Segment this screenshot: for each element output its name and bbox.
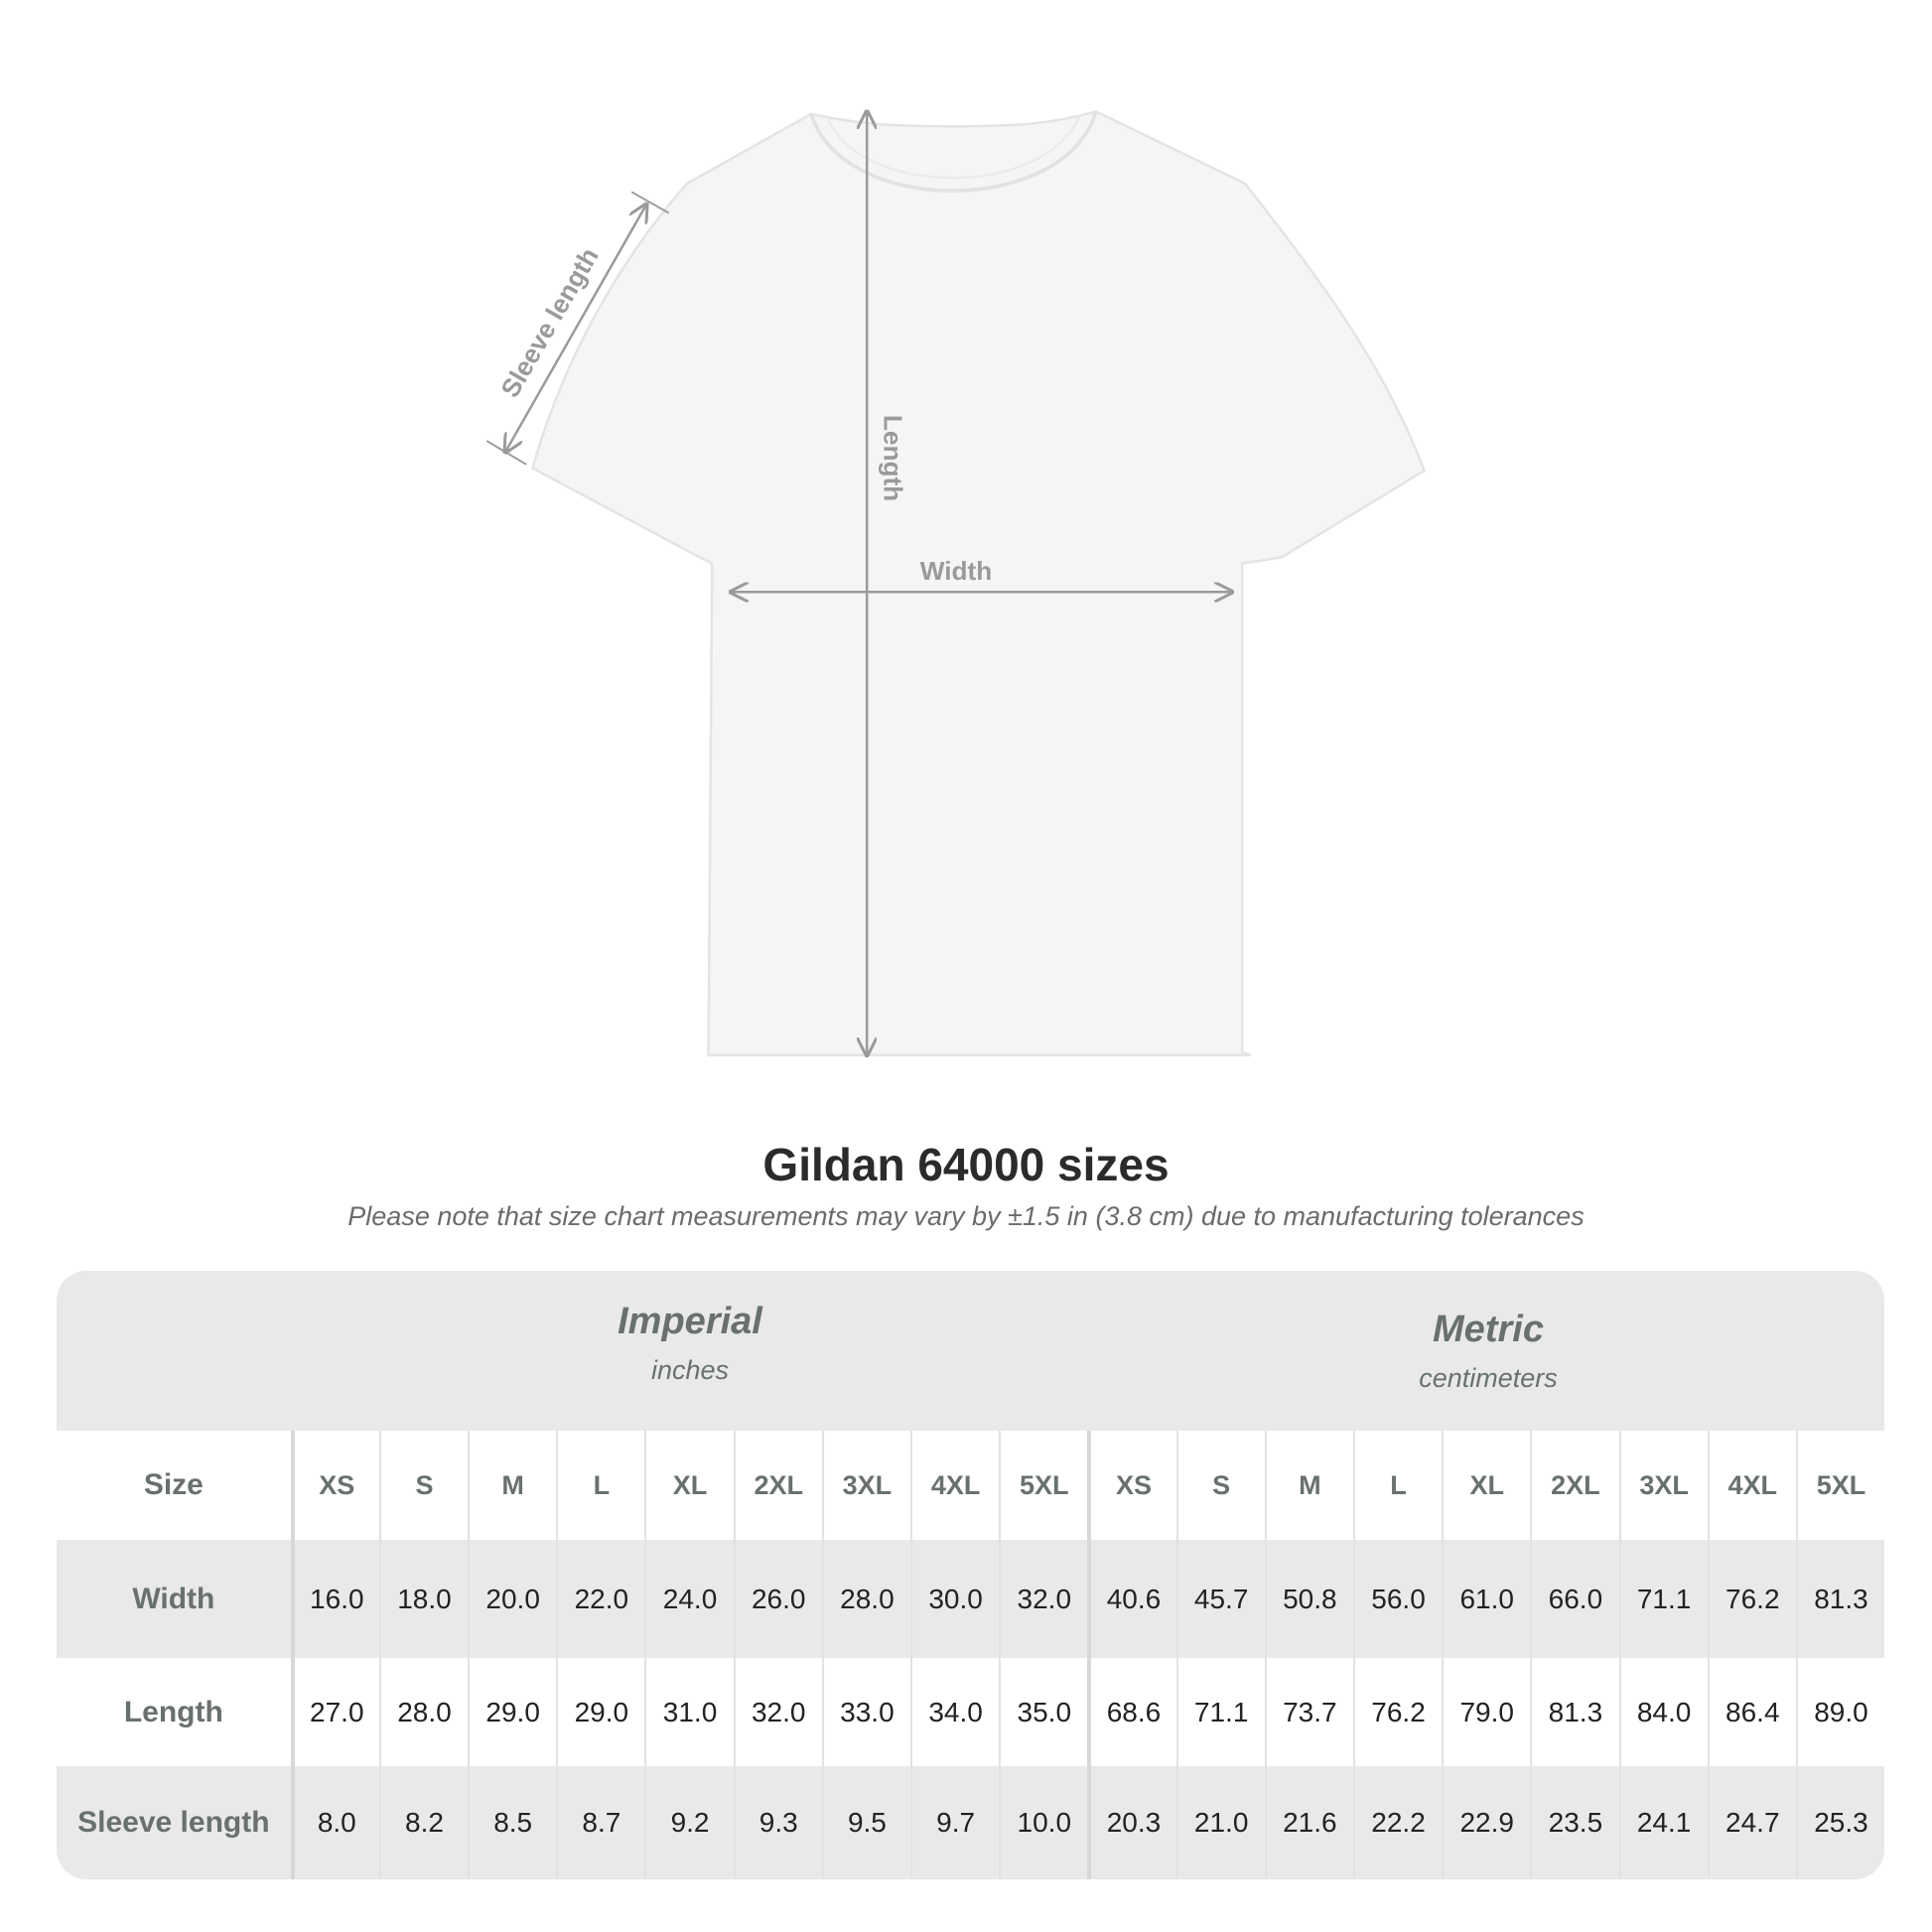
size-header-cell: XS bbox=[290, 1431, 379, 1540]
value-cell: 16.0 bbox=[290, 1540, 379, 1658]
value-cell: 23.5 bbox=[1530, 1766, 1618, 1879]
sleeve-arrow bbox=[505, 205, 646, 452]
value-cell: 81.3 bbox=[1795, 1540, 1884, 1658]
size-header-cell: XL bbox=[644, 1431, 733, 1540]
value-cell: 22.0 bbox=[556, 1540, 644, 1658]
size-header-cell: M bbox=[1264, 1431, 1353, 1540]
value-cell: 84.0 bbox=[1618, 1658, 1708, 1766]
value-cell: 24.1 bbox=[1618, 1766, 1708, 1879]
table-row: Sleeve length 8.0 8.2 8.5 8.7 9.2 9.3 9.5 9.7 10.… bbox=[57, 1766, 1884, 1879]
value-cell: 26.0 bbox=[733, 1540, 822, 1658]
length-label: Length bbox=[879, 415, 908, 501]
value-cell: 28.0 bbox=[821, 1540, 910, 1658]
value-cell: 24.7 bbox=[1707, 1766, 1796, 1879]
value-cell: 9.2 bbox=[644, 1766, 733, 1879]
value-cell: 71.1 bbox=[1618, 1540, 1708, 1658]
size-header-cell: S bbox=[1175, 1431, 1265, 1540]
value-cell: 8.5 bbox=[468, 1766, 556, 1879]
value-cell: 79.0 bbox=[1442, 1658, 1530, 1766]
value-cell: 8.2 bbox=[378, 1766, 468, 1879]
value-cell: 35.0 bbox=[999, 1658, 1087, 1766]
value-cell: 20.3 bbox=[1087, 1766, 1175, 1879]
size-header-cell: L bbox=[556, 1431, 644, 1540]
value-cell: 50.8 bbox=[1264, 1540, 1353, 1658]
size-header-cell: M bbox=[468, 1431, 556, 1540]
table-row: Length 27.0 28.0 29.0 29.0 31.0 32.0 33.0 34.0 35… bbox=[57, 1658, 1884, 1766]
value-cell: 86.4 bbox=[1707, 1658, 1796, 1766]
row-label: Size bbox=[143, 1468, 204, 1501]
value-cell: 89.0 bbox=[1795, 1658, 1884, 1766]
size-header-cell: S bbox=[378, 1431, 468, 1540]
value-cell: 32.0 bbox=[999, 1540, 1087, 1658]
size-header-cell: XL bbox=[1442, 1431, 1530, 1540]
value-cell: 29.0 bbox=[556, 1658, 644, 1766]
size-table: Imperial inches Metric centimeters Size X… bbox=[57, 1271, 1884, 1879]
row-label: Length bbox=[123, 1695, 223, 1728]
value-cell: 20.0 bbox=[468, 1540, 556, 1658]
width-label: Width bbox=[920, 556, 992, 586]
value-cell: 29.0 bbox=[468, 1658, 556, 1766]
imperial-header: Imperial inches bbox=[618, 1301, 762, 1385]
size-header-cell: 4XL bbox=[910, 1431, 999, 1540]
value-cell: 76.2 bbox=[1352, 1658, 1442, 1766]
value-cell: 21.0 bbox=[1175, 1766, 1265, 1879]
size-header-cell: XS bbox=[1087, 1431, 1175, 1540]
value-cell: 45.7 bbox=[1175, 1540, 1265, 1658]
value-cell: 8.0 bbox=[290, 1766, 379, 1879]
metric-header: Metric centimeters bbox=[1419, 1309, 1558, 1393]
size-header-cell: 2XL bbox=[1530, 1431, 1618, 1540]
value-cell: 30.0 bbox=[910, 1540, 999, 1658]
value-cell: 10.0 bbox=[999, 1766, 1087, 1879]
table-row: Width 16.0 18.0 20.0 22.0 24.0 26.0 28.0 30.0 32.… bbox=[57, 1540, 1884, 1658]
row-label: Sleeve length bbox=[77, 1806, 270, 1839]
row-label: Width bbox=[132, 1582, 215, 1615]
value-cell: 22.9 bbox=[1442, 1766, 1530, 1879]
units-header bbox=[57, 1271, 1884, 1431]
value-cell: 9.5 bbox=[821, 1766, 910, 1879]
value-cell: 68.6 bbox=[1087, 1658, 1175, 1766]
size-header-cell: 4XL bbox=[1707, 1431, 1796, 1540]
value-cell: 21.6 bbox=[1264, 1766, 1353, 1879]
value-cell: 76.2 bbox=[1707, 1540, 1796, 1658]
value-cell: 61.0 bbox=[1442, 1540, 1530, 1658]
value-cell: 32.0 bbox=[733, 1658, 822, 1766]
value-cell: 24.0 bbox=[644, 1540, 733, 1658]
size-header-cell: 5XL bbox=[1795, 1431, 1884, 1540]
value-cell: 22.2 bbox=[1352, 1766, 1442, 1879]
tshirt-collar bbox=[809, 110, 1098, 193]
value-cell: 66.0 bbox=[1530, 1540, 1618, 1658]
value-cell: 27.0 bbox=[290, 1658, 379, 1766]
value-cell: 81.3 bbox=[1530, 1658, 1618, 1766]
size-header-cell: 5XL bbox=[999, 1431, 1087, 1540]
value-cell: 25.3 bbox=[1795, 1766, 1884, 1879]
size-header-row: Size XS S M L XL 2XL 3XL 4XL 5XL XS S M L XL 2XL 3XL 4XL 5… bbox=[57, 1431, 1884, 1540]
size-header-cell: 3XL bbox=[821, 1431, 910, 1540]
size-header-cell: L bbox=[1352, 1431, 1442, 1540]
value-cell: 71.1 bbox=[1175, 1658, 1265, 1766]
value-cell: 9.7 bbox=[910, 1766, 999, 1879]
value-cell: 28.0 bbox=[378, 1658, 468, 1766]
size-header-cell: 3XL bbox=[1618, 1431, 1708, 1540]
chart-title: Gildan 64000 sizes bbox=[762, 1139, 1170, 1190]
value-cell: 9.3 bbox=[733, 1766, 822, 1879]
value-cell: 34.0 bbox=[910, 1658, 999, 1766]
tolerance-note: Please note that size chart measurements… bbox=[347, 1201, 1585, 1231]
value-cell: 8.7 bbox=[556, 1766, 644, 1879]
value-cell: 73.7 bbox=[1264, 1658, 1353, 1766]
size-header-cell: 2XL bbox=[733, 1431, 822, 1540]
value-cell: 40.6 bbox=[1087, 1540, 1175, 1658]
value-cell: 18.0 bbox=[378, 1540, 468, 1658]
value-cell: 33.0 bbox=[821, 1658, 910, 1766]
value-cell: 56.0 bbox=[1352, 1540, 1442, 1658]
value-cell: 31.0 bbox=[644, 1658, 733, 1766]
